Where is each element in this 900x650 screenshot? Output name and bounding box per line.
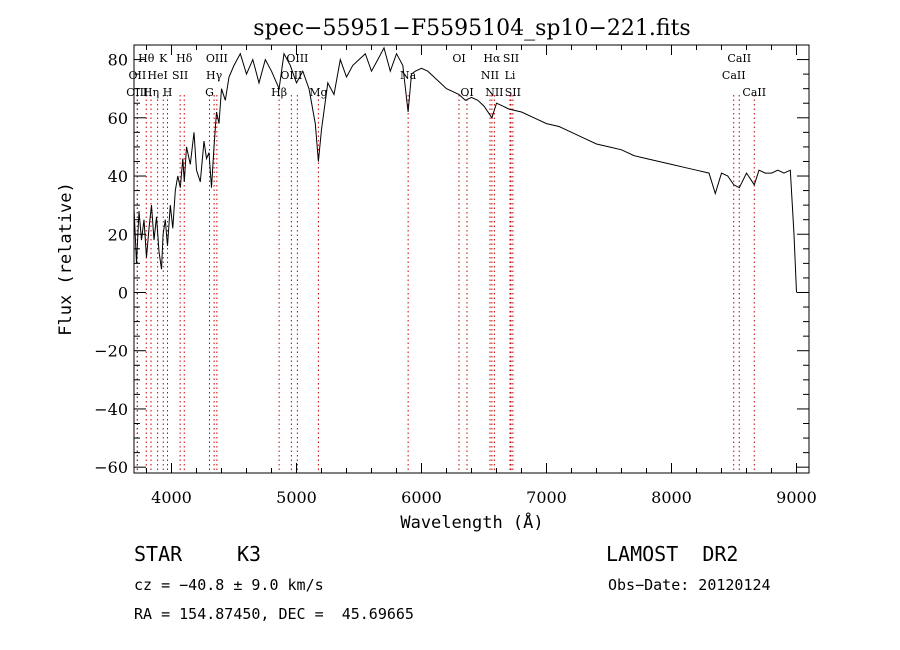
line-marker-label: CaII: [727, 52, 751, 65]
line-marker-label: Na: [400, 69, 417, 82]
x-tick-label: 9000: [776, 488, 817, 507]
axis-ticks: 4000 5000 6000 7000 8000 9000 −60 −40 −20 0 20 40 60…: [94, 44, 817, 507]
x-tick-label: 7000: [526, 488, 567, 507]
plot-frame: [133, 44, 810, 474]
line-marker-label: OI: [460, 86, 473, 99]
x-tick-label: 5000: [276, 488, 317, 507]
line-marker-label: Hδ: [176, 52, 193, 65]
y-tick-label: −40: [94, 400, 128, 419]
line-marker-label: NII: [485, 86, 503, 99]
line-marker-label: Hβ: [271, 86, 287, 99]
x-tick-label: 4000: [151, 488, 192, 507]
y-tick-label: 0: [118, 283, 128, 302]
observation-date: Obs−Date: 20120124: [608, 576, 771, 594]
line-marker-label: SII: [172, 69, 188, 82]
line-marker-label: OIII: [280, 69, 302, 82]
line-marker-label: G: [205, 86, 214, 99]
object-class: STAR: [134, 542, 183, 566]
y-axis-label: Flux (relative): [56, 182, 76, 336]
object-subclass: K3: [237, 542, 262, 566]
line-marker-label: OIII: [126, 86, 148, 99]
x-tick-label: 8000: [651, 488, 692, 507]
y-tick-label: 40: [108, 167, 128, 186]
line-marker-label: NII: [481, 69, 499, 82]
chart-title: spec−55951−F5595104_sp10−221.fits: [253, 16, 690, 41]
line-marker-label: Mg: [309, 86, 327, 99]
line-marker-label: SII: [505, 86, 521, 99]
line-marker-label: Hη: [143, 86, 159, 99]
line-marker-label: OIII: [286, 52, 308, 65]
line-marker-label: Li: [505, 69, 516, 82]
y-tick-label: −60: [94, 458, 128, 477]
y-tick-label: −20: [94, 342, 128, 361]
x-axis-label: Wavelength (Å): [400, 511, 543, 533]
line-marker-label: H: [163, 86, 173, 99]
line-marker-label: SII: [503, 52, 519, 65]
spectrum-line: [133, 46, 797, 293]
line-marker-label: Hα: [483, 52, 501, 65]
line-marker-label: OIII: [206, 52, 228, 65]
sky-coordinates: RA = 154.87450, DEC = 45.69665: [134, 605, 414, 623]
line-marker-label: HeI: [147, 69, 167, 82]
line-marker-label: Hθ: [138, 52, 155, 65]
line-marker-label: Hγ: [206, 69, 223, 82]
redshift-velocity: cz = −40.8 ± 9.0 km/s: [134, 576, 324, 594]
line-marker-label: OII: [129, 69, 147, 82]
survey-name: LAMOST DR2: [606, 542, 739, 566]
line-marker-label: OI: [452, 52, 465, 65]
y-tick-label: 60: [108, 109, 128, 128]
y-tick-label: 80: [108, 51, 128, 70]
x-tick-label: 6000: [401, 488, 442, 507]
line-marker-label: K: [159, 52, 168, 65]
y-tick-label: 20: [108, 225, 128, 244]
line-marker-label: CaII: [742, 86, 766, 99]
line-marker-label: CaII: [722, 69, 746, 82]
